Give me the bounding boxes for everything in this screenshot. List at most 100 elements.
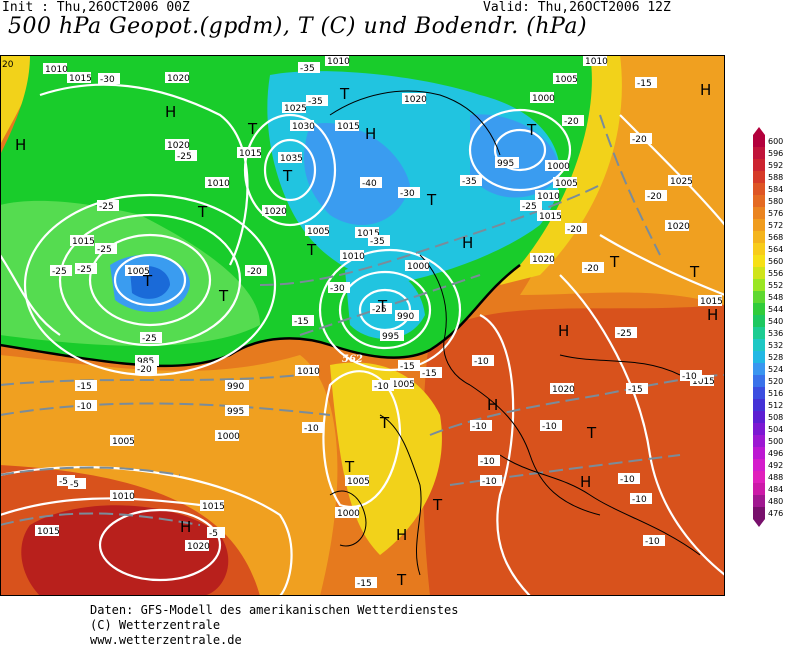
temperature-label: -5 — [59, 477, 68, 487]
credit-website: www.wetterzentrale.de — [90, 633, 242, 647]
temperature-label: -25 — [522, 202, 537, 212]
temperature-label: -20 — [647, 192, 662, 202]
temperature-label: -10 — [77, 402, 92, 412]
temperature-label: -25 — [372, 305, 387, 315]
temperature-label: -25 — [617, 329, 632, 339]
pressure-label: 1005 — [347, 477, 370, 487]
temperature-label: -10 — [620, 475, 635, 485]
dark-red-region — [21, 505, 229, 596]
legend-swatch — [753, 447, 765, 460]
pressure-label: 1000 — [217, 432, 240, 442]
pressure-label: 1005 — [555, 75, 578, 85]
temperature-label: -30 — [400, 189, 415, 199]
temperature-label: -15 — [294, 317, 309, 327]
legend-swatch — [753, 411, 765, 424]
pressure-label: 1025 — [670, 177, 693, 187]
legend-swatch — [753, 363, 765, 376]
low-marker: T — [218, 287, 229, 305]
legend-swatch — [753, 159, 765, 172]
legend-value: 568 — [768, 233, 783, 242]
temperature-label: -20 — [564, 117, 579, 127]
temperature-label: -20 — [247, 267, 262, 277]
low-marker: T — [344, 458, 355, 476]
legend-swatches — [753, 127, 765, 527]
high-marker: H — [396, 526, 407, 544]
legend-value: 524 — [768, 365, 783, 374]
legend-value: 552 — [768, 281, 783, 290]
legend-swatch — [753, 459, 765, 472]
legend-swatch — [753, 495, 765, 508]
legend-swatch — [753, 483, 765, 496]
pressure-label: 1020 — [532, 255, 555, 265]
low-marker: T — [426, 191, 437, 209]
pressure-label: 995 — [497, 159, 514, 169]
temperature-label: -15 — [400, 362, 415, 372]
pressure-label: 1035 — [280, 154, 303, 164]
high-marker: H — [707, 306, 718, 324]
temperature-label: -25 — [77, 265, 92, 275]
temperature-label: -35 — [462, 177, 477, 187]
legend-value: 580 — [768, 197, 783, 206]
legend-swatch — [753, 231, 765, 244]
pressure-label: 1020 — [167, 141, 190, 151]
low-marker: T — [282, 167, 293, 185]
pressure-label: 1005 — [112, 437, 135, 447]
low-marker: T — [197, 203, 208, 221]
temperature-label: -10 — [682, 372, 697, 382]
pressure-label: 1010 — [537, 192, 560, 202]
temperature-label: -25 — [142, 334, 157, 344]
pressure-label: 1015 — [202, 502, 225, 512]
temperature-label: -15 — [628, 385, 643, 395]
pressure-label: 1010 — [327, 57, 350, 67]
legend-value: 492 — [768, 461, 783, 470]
legend-value: 488 — [768, 473, 783, 482]
legend-value: 548 — [768, 293, 783, 302]
low-marker: T — [609, 253, 620, 271]
high-marker: H — [165, 103, 176, 121]
temperature-label: -15 — [637, 79, 652, 89]
legend-value: 592 — [768, 161, 783, 170]
legend-value: 480 — [768, 497, 783, 506]
legend-swatch — [753, 507, 765, 520]
temperature-label: -40 — [362, 179, 377, 189]
legend-swatch — [753, 171, 765, 184]
temperature-label: -5 — [209, 529, 218, 539]
legend-swatch — [753, 183, 765, 196]
temperature-label: -20 — [584, 264, 599, 274]
red-region-east — [422, 305, 725, 596]
pressure-label: 1020 — [264, 207, 287, 217]
legend-swatch — [753, 423, 765, 436]
legend-swatch — [753, 207, 765, 220]
high-marker: H — [15, 136, 26, 154]
high-marker: H — [487, 396, 498, 414]
legend-swatch — [753, 135, 765, 148]
legend-value: 540 — [768, 317, 783, 326]
legend-value: 484 — [768, 485, 783, 494]
pressure-labels: 1015 1005 985 990 995 1000 1010 1005 101… — [35, 55, 723, 552]
geopotential-label: 562 — [342, 354, 363, 365]
legend-value: 500 — [768, 437, 783, 446]
temperature-label: -15 — [422, 369, 437, 379]
pressure-label: 1010 — [112, 492, 135, 502]
pressure-label: 1020 — [404, 95, 427, 105]
legend-value: 496 — [768, 449, 783, 458]
pressure-label: 1025 — [284, 104, 307, 114]
legend-swatch — [753, 315, 765, 328]
legend-value: 544 — [768, 305, 783, 314]
legend-swatch — [753, 351, 765, 364]
legend-swatch — [753, 327, 765, 340]
pressure-label: 1015 — [539, 212, 562, 222]
legend-value: 600 — [768, 137, 783, 146]
pressure-label: 1000 — [532, 94, 555, 104]
map-frame — [0, 55, 725, 596]
legend-swatch — [753, 303, 765, 316]
low-marker: T — [689, 263, 700, 281]
temperature-label: -15 — [77, 382, 92, 392]
legend-value: 564 — [768, 245, 783, 254]
high-marker: H — [700, 81, 711, 99]
temperature-label: -10 — [542, 422, 557, 432]
pressure-label: 1015 — [700, 297, 723, 307]
legend-swatch — [753, 243, 765, 256]
pressure-label: 1000 — [407, 262, 430, 272]
pressure-label: 1005 — [555, 179, 578, 189]
